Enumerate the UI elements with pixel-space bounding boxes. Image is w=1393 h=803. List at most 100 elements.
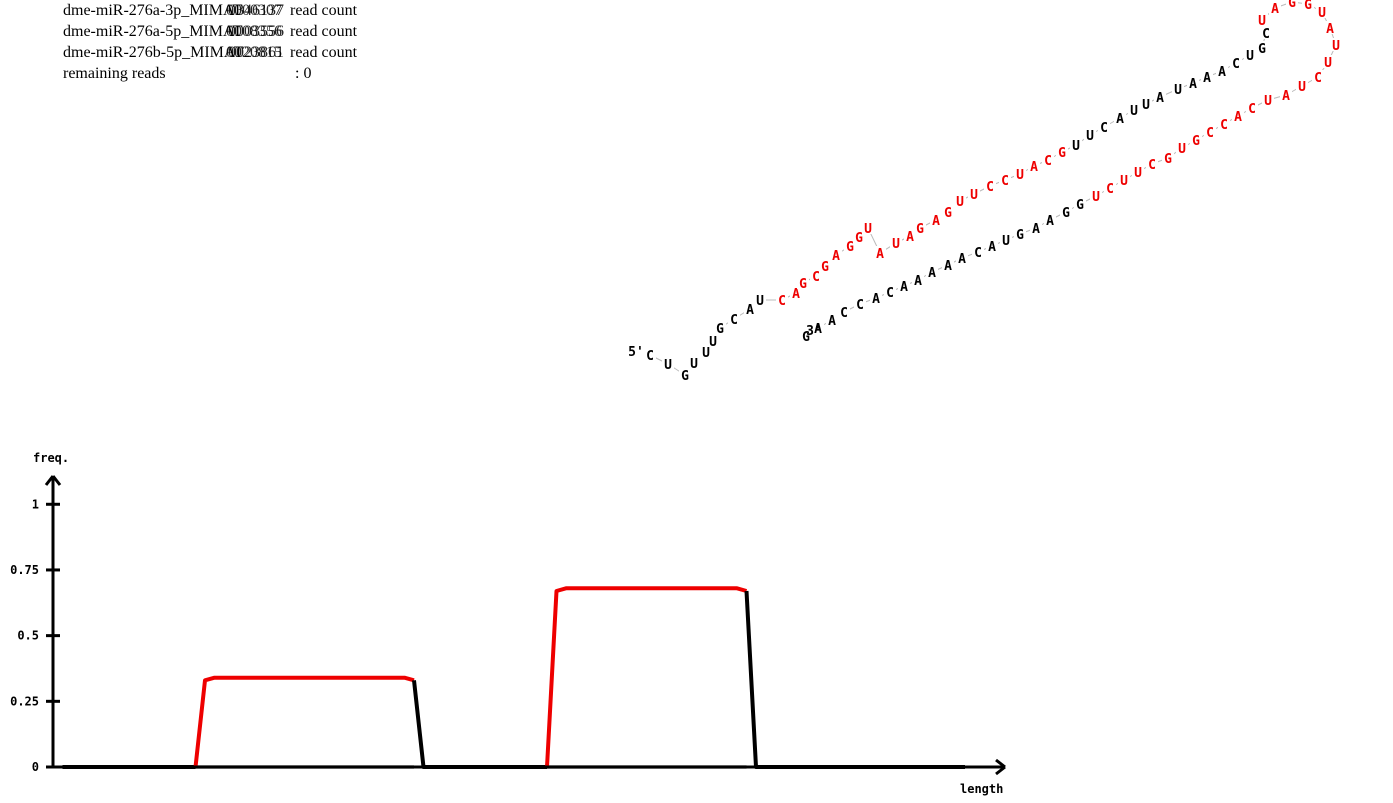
nucleotide: U [756,294,764,309]
nucleotide: U [1174,83,1182,98]
nucleotide-bg [1074,197,1086,210]
nucleotide: G [1304,0,1312,13]
nucleotide-bg [1128,103,1140,116]
nucleotide: U [1332,39,1340,54]
nucleotide: C [1248,102,1256,117]
nucleotide-bg [776,293,788,306]
nucleotide-bg [1256,13,1268,26]
nucleotide: A [828,314,836,329]
nucleotide: C [1314,71,1322,86]
y-tick-label: 0 [32,760,39,774]
nucleotide: A [932,214,940,229]
nucleotide-bg [1028,159,1040,172]
nucleotide-bg [644,348,656,361]
nucleotide-bg [972,245,984,258]
nucleotide-bg [1312,70,1324,83]
nucleotide-bg [1042,153,1054,166]
nucleotide-bg [707,334,719,347]
nucleotide: A [1203,71,1211,86]
remaining-reads-value: : 0 [295,65,312,82]
y-tick-label: 1 [32,497,39,511]
nucleotide: G [821,260,829,275]
nucleotide-bg [884,285,896,298]
nucleotide-bg [812,321,824,334]
nucleotide-bg [942,205,954,218]
legend-read-count-label: read count [290,2,358,19]
nucleotide-bg [1084,128,1096,141]
nucleotide-bg [1190,133,1202,146]
nucleotide-bg [1256,41,1268,54]
nucleotide-bg [1140,97,1152,110]
nucleotide: G [802,330,810,345]
nucleotide: C [812,270,820,285]
nucleotide: U [1134,166,1142,181]
nucleotide-bg [1246,101,1258,114]
legend-id: 0008356 [226,23,282,40]
nucleotide: C [646,349,654,364]
nucleotide-bg [912,273,924,286]
nucleotide: G [855,231,863,246]
nucleotide-bg [914,221,926,234]
nucleotide-bg [1330,38,1342,51]
nucleotide: U [1298,80,1306,95]
nucleotide: G [799,277,807,292]
nucleotide: G [944,206,952,221]
nucleotide: A [1116,112,1124,127]
nucleotide: C [1001,174,1009,189]
frequency-series-line [744,590,965,769]
nucleotide-bg [688,356,700,369]
nucleotide-bg [1154,90,1166,103]
nucleotide-bg [954,194,966,207]
nucleotide: U [709,335,717,350]
nucleotide: C [856,298,864,313]
nucleotide-bg [819,259,831,272]
remaining-reads-label: remaining reads [63,65,166,82]
nucleotide: U [864,222,872,237]
nucleotide-bg [1280,88,1292,101]
nucleotide: A [988,240,996,255]
nucleotide-bg [714,321,726,334]
nucleotide-bg [744,302,756,315]
nucleotide: A [1189,77,1197,92]
frequency-series-line [545,586,748,768]
nucleotide: A [1046,214,1054,229]
nucleotide-bg [790,286,802,299]
nucleotide: A [1282,89,1290,104]
nucleotide: G [716,322,724,337]
nucleotide: G [1062,206,1070,221]
nucleotide: U [1130,104,1138,119]
legend-count: 0003556 [228,23,284,40]
nucleotide: C [1106,182,1114,197]
nucleotide-bg [1316,5,1328,18]
nucleotide: U [690,357,698,372]
nucleotide: G [916,222,924,237]
nucleotide: A [814,322,822,337]
nucleotide-bg [1162,151,1174,164]
nucleotide: U [702,346,710,361]
nucleotide-bg [1014,227,1026,240]
nucleotide-bg [810,269,822,282]
nucleotide: C [1206,126,1214,141]
nucleotide-bg [904,229,916,242]
y-tick-label: 0.5 [17,629,39,643]
nucleotide: U [970,188,978,203]
nucleotide: U [956,195,964,210]
nucleotide: A [928,266,936,281]
legend-id: 0000307 [226,2,282,19]
nucleotide-bg [1218,117,1230,130]
nucleotide: G [1258,42,1266,57]
nucleotide: U [1324,56,1332,71]
nucleotide: G [1058,146,1066,161]
nucleotide: A [900,280,908,295]
nucleotide-bg [862,221,874,234]
nucleotide: A [1032,222,1040,237]
nucleotide-bg [1216,64,1228,77]
nucleotide-bg [830,248,842,261]
nucleotide: U [1142,98,1150,113]
nucleotide-bg [1187,76,1199,89]
legend-count: 0023861 [228,44,284,61]
nucleotide: U [1086,129,1094,144]
nucleotide-bg [1030,221,1042,234]
nucleotide: G [846,240,854,255]
nucleotide-bg [986,239,998,252]
